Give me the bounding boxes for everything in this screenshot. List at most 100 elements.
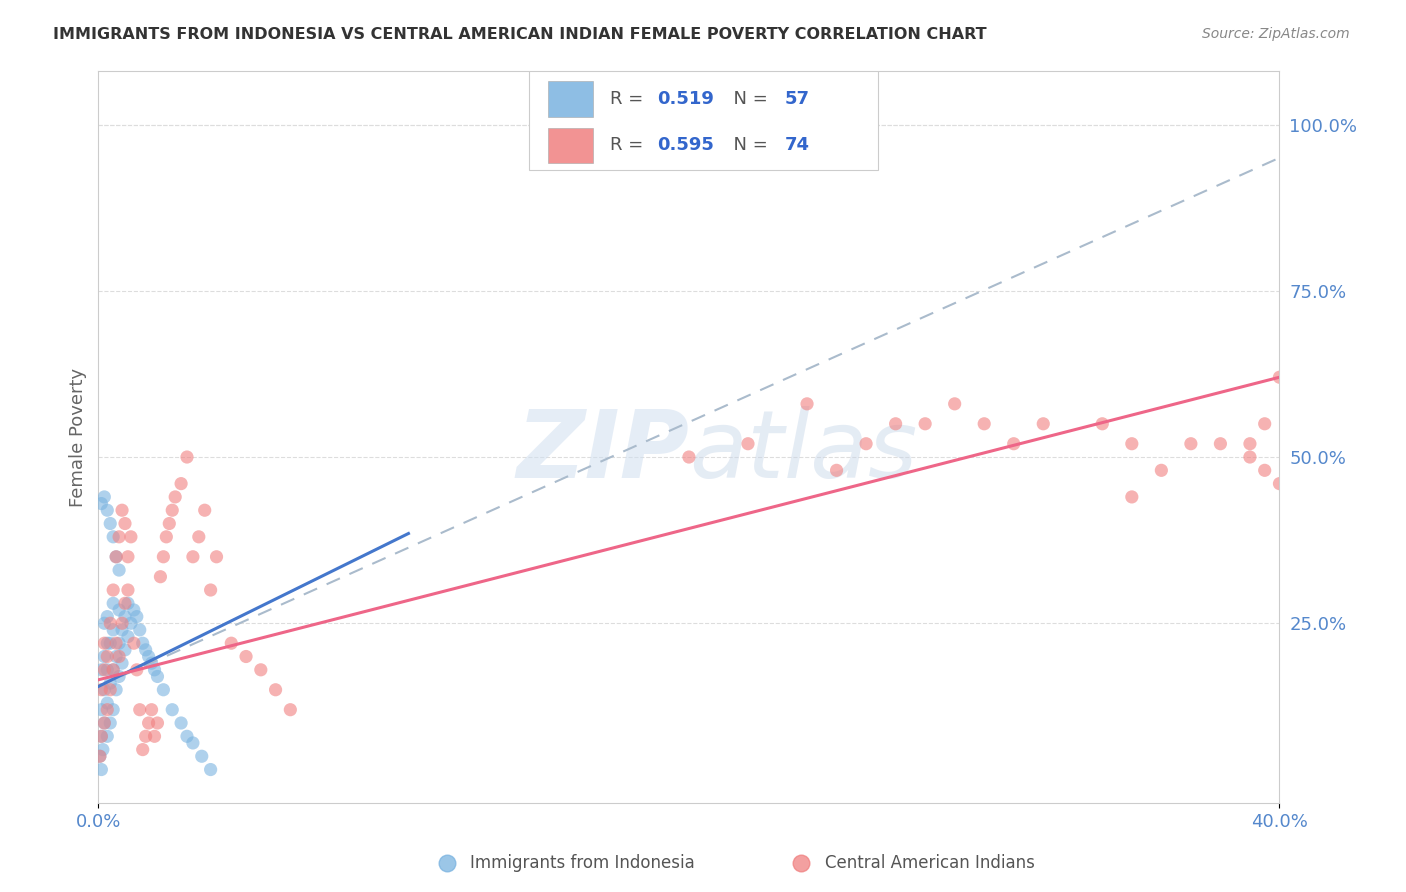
Point xyxy=(973,417,995,431)
Point xyxy=(138,716,160,731)
Point xyxy=(103,623,125,637)
Text: 74: 74 xyxy=(785,136,810,154)
Point xyxy=(105,682,128,697)
Point xyxy=(884,417,907,431)
Point xyxy=(105,549,128,564)
Point xyxy=(170,716,193,731)
Point xyxy=(93,716,115,731)
Point xyxy=(176,450,198,464)
Point xyxy=(108,530,131,544)
Point xyxy=(98,616,121,631)
Point xyxy=(108,563,131,577)
Point xyxy=(1121,490,1143,504)
Point xyxy=(187,530,209,544)
Point xyxy=(1121,436,1143,450)
Point xyxy=(914,417,936,431)
Point xyxy=(678,450,700,464)
Point xyxy=(93,716,115,731)
Point xyxy=(235,649,257,664)
Point xyxy=(89,749,111,764)
Point xyxy=(176,729,198,743)
Point xyxy=(96,649,118,664)
Point xyxy=(1239,450,1261,464)
Point xyxy=(825,463,848,477)
Point xyxy=(1239,436,1261,450)
Point xyxy=(93,490,115,504)
Point xyxy=(143,729,166,743)
Point xyxy=(108,669,131,683)
Point xyxy=(1209,436,1232,450)
Point xyxy=(90,763,112,777)
Text: atlas: atlas xyxy=(689,406,917,497)
Point xyxy=(205,549,228,564)
FancyBboxPatch shape xyxy=(548,128,593,163)
Text: 57: 57 xyxy=(785,90,810,108)
Point xyxy=(103,596,125,610)
Point xyxy=(1091,417,1114,431)
Text: IMMIGRANTS FROM INDONESIA VS CENTRAL AMERICAN INDIAN FEMALE POVERTY CORRELATION : IMMIGRANTS FROM INDONESIA VS CENTRAL AME… xyxy=(53,27,987,42)
Point xyxy=(103,530,125,544)
Point xyxy=(1002,436,1025,450)
Point xyxy=(157,516,180,531)
Point xyxy=(1180,436,1202,450)
Point xyxy=(855,436,877,450)
Point xyxy=(250,663,273,677)
Text: Source: ZipAtlas.com: Source: ZipAtlas.com xyxy=(1202,27,1350,41)
Point xyxy=(91,742,114,756)
Point xyxy=(98,682,121,697)
Point xyxy=(165,490,187,504)
Point xyxy=(181,736,204,750)
Point xyxy=(943,397,966,411)
Point xyxy=(96,696,118,710)
Point xyxy=(108,636,131,650)
Point xyxy=(117,549,139,564)
Point xyxy=(155,530,177,544)
Point xyxy=(103,663,125,677)
Point xyxy=(111,623,134,637)
Point xyxy=(114,516,136,531)
Point xyxy=(111,656,134,670)
Point xyxy=(138,649,160,664)
Point xyxy=(90,497,112,511)
FancyBboxPatch shape xyxy=(530,71,877,170)
Point xyxy=(132,636,155,650)
Point xyxy=(93,616,115,631)
Point xyxy=(135,643,157,657)
Point xyxy=(135,729,157,743)
Point xyxy=(191,749,214,764)
Point xyxy=(117,596,139,610)
Point xyxy=(120,616,142,631)
Point xyxy=(200,763,222,777)
Point xyxy=(108,603,131,617)
Point xyxy=(1268,370,1291,384)
Point xyxy=(93,682,115,697)
Point xyxy=(181,549,204,564)
Point xyxy=(90,729,112,743)
Point xyxy=(96,663,118,677)
Point xyxy=(98,636,121,650)
Point xyxy=(111,616,134,631)
Point xyxy=(264,682,287,697)
Point xyxy=(93,649,115,664)
Point xyxy=(152,549,174,564)
Text: ZIP: ZIP xyxy=(516,406,689,498)
Text: R =: R = xyxy=(610,136,648,154)
Point xyxy=(120,530,142,544)
Point xyxy=(114,609,136,624)
Point xyxy=(98,676,121,690)
Text: Immigrants from Indonesia: Immigrants from Indonesia xyxy=(471,854,695,871)
Point xyxy=(111,503,134,517)
Point xyxy=(96,609,118,624)
Point xyxy=(200,582,222,597)
Point xyxy=(128,703,150,717)
Point xyxy=(219,636,242,650)
Point xyxy=(278,703,302,717)
Point xyxy=(122,603,145,617)
Point xyxy=(125,663,148,677)
Point xyxy=(90,663,112,677)
Point xyxy=(170,476,193,491)
Point xyxy=(605,151,627,165)
Text: 0.595: 0.595 xyxy=(657,136,714,154)
Point xyxy=(96,703,118,717)
Point xyxy=(105,549,128,564)
